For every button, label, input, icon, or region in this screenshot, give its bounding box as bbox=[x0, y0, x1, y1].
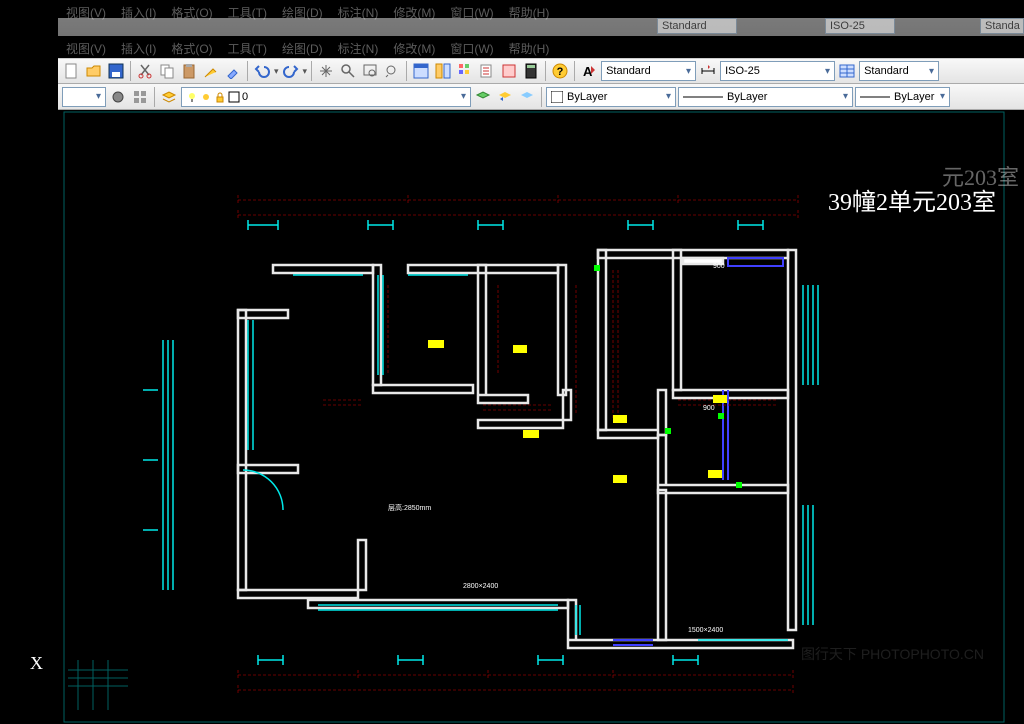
layer-filter-icon[interactable] bbox=[473, 87, 493, 107]
dim-label: 2800×2400 bbox=[463, 583, 498, 590]
svg-text:?: ? bbox=[557, 66, 564, 78]
ghost-table-dd: Standa bbox=[980, 18, 1024, 34]
dim-label: 900 bbox=[703, 405, 715, 412]
new-icon[interactable] bbox=[62, 61, 82, 81]
redo-arrow[interactable]: ▾ bbox=[303, 66, 308, 77]
ghost-menu-2: 视图(V)插入(I)格式(O)工具(T)绘图(D)标注(N)修改(M)窗口(W)… bbox=[58, 38, 557, 59]
undo-arrow[interactable]: ▾ bbox=[274, 66, 279, 77]
ws-lock-icon[interactable] bbox=[130, 87, 150, 107]
props-icon[interactable] bbox=[411, 61, 431, 81]
table-style-value: Standard bbox=[864, 65, 909, 77]
ghost-dim-dd: ISO-25 bbox=[825, 18, 895, 34]
cut-icon[interactable] bbox=[135, 61, 155, 81]
calc-icon[interactable] bbox=[521, 61, 541, 81]
separator bbox=[154, 87, 155, 107]
layer-value-container: 0 bbox=[186, 91, 248, 103]
color-swatch-icon bbox=[228, 91, 240, 103]
open-icon[interactable] bbox=[84, 61, 104, 81]
layer-name: 0 bbox=[242, 91, 248, 103]
column-grid-bottom bbox=[258, 655, 698, 665]
column-grid-top bbox=[248, 220, 763, 230]
linetype-container: ByLayer bbox=[683, 91, 839, 103]
linetype-preview bbox=[683, 95, 723, 99]
separator bbox=[247, 61, 248, 81]
top-dimensions bbox=[238, 195, 798, 220]
linetype-dropdown[interactable]: ByLayer bbox=[678, 87, 853, 107]
dim-style-dropdown[interactable]: ISO-25 bbox=[720, 61, 835, 81]
corner-grid bbox=[68, 660, 128, 710]
help-icon[interactable]: ? bbox=[550, 61, 570, 81]
separator bbox=[541, 87, 542, 107]
zoom-icon[interactable] bbox=[338, 61, 358, 81]
sun-icon bbox=[200, 91, 212, 103]
zoom-window-icon[interactable] bbox=[360, 61, 380, 81]
color-box-icon bbox=[551, 91, 563, 103]
layers-toolbar: 0 ByLayer ByLayer ByLayer bbox=[58, 84, 1024, 110]
table-style-dropdown[interactable]: Standard bbox=[859, 61, 939, 81]
text-style-dropdown[interactable]: Standard bbox=[601, 61, 696, 81]
layer-state-icon[interactable] bbox=[517, 87, 537, 107]
color-value-container: ByLayer bbox=[551, 91, 607, 103]
lineweight-preview bbox=[860, 95, 890, 99]
ghost-title-text: 元203室 bbox=[942, 160, 1019, 192]
save-icon[interactable] bbox=[106, 61, 126, 81]
separator bbox=[406, 61, 407, 81]
lightbulb-icon bbox=[186, 91, 198, 103]
lineweight-dropdown[interactable]: ByLayer bbox=[855, 87, 950, 107]
paste-icon[interactable] bbox=[179, 61, 199, 81]
sheet-set-icon[interactable] bbox=[477, 61, 497, 81]
color-dropdown[interactable]: ByLayer bbox=[546, 87, 676, 107]
redo-icon[interactable] bbox=[281, 61, 301, 81]
tool-palette-icon[interactable] bbox=[455, 61, 475, 81]
drawing-title: 39幢2单元203室 bbox=[828, 189, 996, 216]
match-icon[interactable] bbox=[201, 61, 221, 81]
pan-icon[interactable] bbox=[316, 61, 336, 81]
layer-dropdown[interactable]: 0 bbox=[181, 87, 471, 107]
node-markers bbox=[594, 265, 742, 488]
dim-style-icon[interactable] bbox=[698, 61, 718, 81]
copy-icon[interactable] bbox=[157, 61, 177, 81]
text-style-icon[interactable]: A bbox=[579, 61, 599, 81]
linetype-value: ByLayer bbox=[727, 91, 767, 103]
drawing-canvas[interactable]: 39幢2单元203室 bbox=[58, 110, 1024, 724]
workspace-dropdown[interactable] bbox=[62, 87, 106, 107]
dim-label: 900 bbox=[713, 263, 725, 270]
separator bbox=[130, 61, 131, 81]
zoom-prev-icon[interactable] bbox=[382, 61, 402, 81]
undo-icon[interactable] bbox=[252, 61, 272, 81]
separator bbox=[311, 61, 312, 81]
accent-walls bbox=[613, 258, 783, 645]
standard-toolbar: ▾ ▾ ? A Standard ISO-25 Standard bbox=[58, 58, 1024, 84]
ucs-x-label: X bbox=[30, 653, 43, 674]
outer-walls bbox=[238, 250, 796, 648]
ghost-style-dd: Standard bbox=[657, 18, 737, 34]
layer-prev-icon[interactable] bbox=[495, 87, 515, 107]
lineweight-container: ByLayer bbox=[860, 91, 934, 103]
dim-label: 1500×2400 bbox=[688, 627, 723, 634]
ceiling-height-label: 层高:2850mm bbox=[388, 503, 431, 512]
table-style-icon[interactable] bbox=[837, 61, 857, 81]
left-sidebar: X bbox=[0, 0, 58, 724]
lineweight-value: ByLayer bbox=[894, 91, 934, 103]
color-value: ByLayer bbox=[567, 91, 607, 103]
floor-plan-svg: 39幢2单元203室 bbox=[58, 110, 1024, 724]
design-center-icon[interactable] bbox=[433, 61, 453, 81]
text-style-value: Standard bbox=[606, 65, 651, 77]
layer-props-icon[interactable] bbox=[159, 87, 179, 107]
bottom-dimensions bbox=[238, 670, 793, 695]
ws-settings-icon[interactable] bbox=[108, 87, 128, 107]
markup-icon[interactable] bbox=[499, 61, 519, 81]
lock-icon bbox=[214, 91, 226, 103]
dim-style-value: ISO-25 bbox=[725, 65, 760, 77]
separator bbox=[574, 61, 575, 81]
separator bbox=[545, 61, 546, 81]
brush-icon[interactable] bbox=[223, 61, 243, 81]
